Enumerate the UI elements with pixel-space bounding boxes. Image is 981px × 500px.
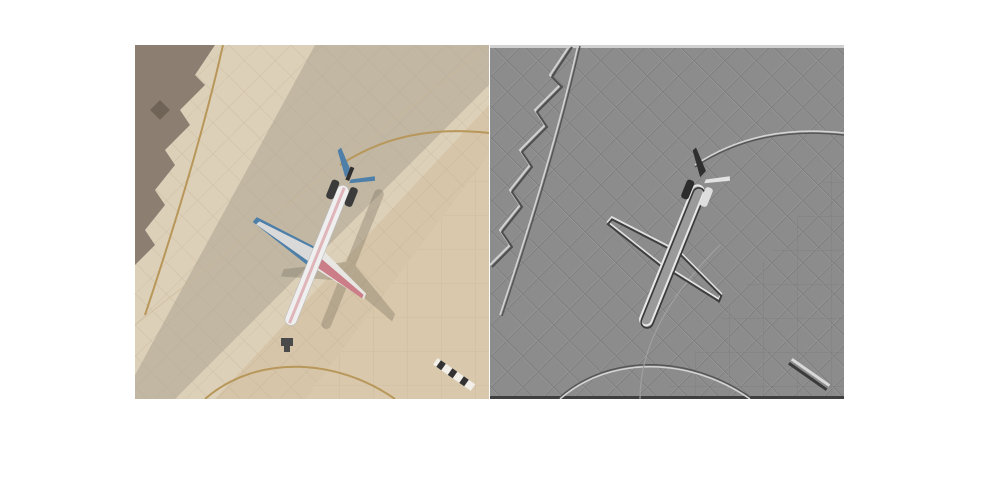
filtered-image-panel — [490, 45, 844, 399]
airplane-emboss-icon — [606, 147, 731, 329]
image-figure — [135, 45, 844, 399]
airplane-icon — [252, 147, 376, 326]
original-photo-panel — [135, 45, 489, 399]
filtered-image — [490, 45, 844, 399]
original-photo — [135, 45, 489, 399]
